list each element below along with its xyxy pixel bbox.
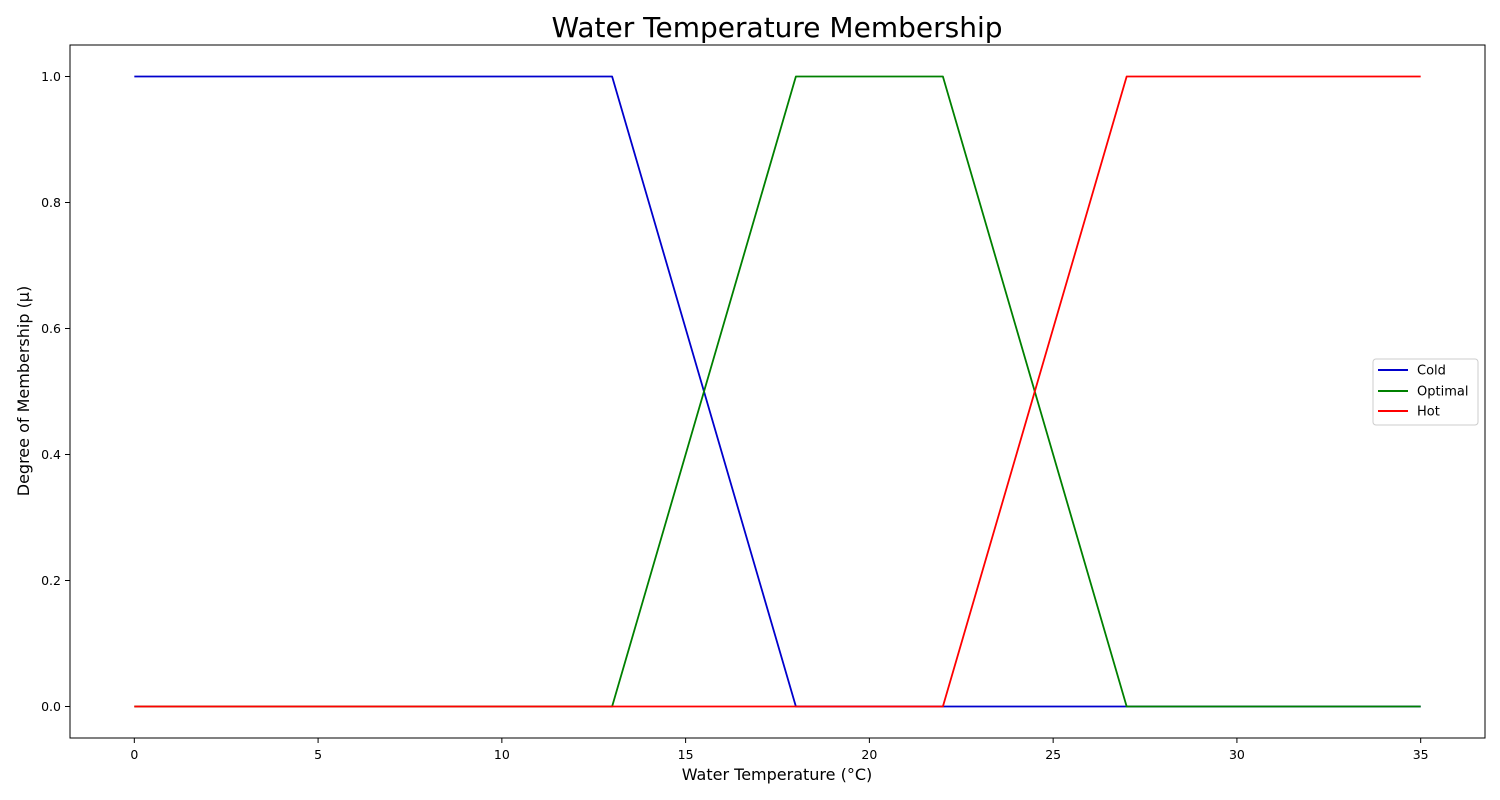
legend: Cold Optimal Hot — [1372, 358, 1479, 426]
x-tick-label: 10 — [494, 747, 510, 762]
x-tick-label: 30 — [1229, 747, 1245, 762]
chart-title: Water Temperature Membership — [552, 11, 1003, 44]
legend-label-optimal: Optimal — [1417, 385, 1468, 400]
x-tick-label: 0 — [130, 747, 138, 762]
ticks-layer: 0 5 10 15 20 25 30 35 0.0 0.2 0.4 0.6 0.8 1.0 — [41, 69, 1429, 762]
y-tick-label: 0.4 — [41, 447, 61, 462]
x-axis-label: Water Temperature (°C) — [682, 765, 872, 784]
series-line-hot — [134, 75, 1421, 708]
legend-label-hot: Hot — [1417, 405, 1440, 420]
series-line-cold — [134, 75, 1421, 708]
legend-frame — [1372, 358, 1479, 426]
x-tick-label: 20 — [861, 747, 877, 762]
y-axis-label: Degree of Membership (μ) — [14, 286, 33, 496]
series-line-optimal — [134, 75, 1421, 708]
y-tick-label: 0.0 — [41, 699, 61, 714]
y-tick-label: 0.6 — [41, 321, 61, 336]
x-tick-label: 25 — [1045, 747, 1061, 762]
y-tick-label: 1.0 — [41, 69, 61, 84]
legend-label-cold: Cold — [1417, 364, 1446, 379]
y-tick-label: 0.8 — [41, 195, 61, 210]
x-tick-label: 35 — [1413, 747, 1429, 762]
plot-frame — [69, 44, 1486, 739]
x-tick-label: 5 — [314, 747, 322, 762]
series-layer — [134, 75, 1421, 708]
x-tick-label: 15 — [678, 747, 694, 762]
y-tick-label: 0.2 — [41, 573, 61, 588]
